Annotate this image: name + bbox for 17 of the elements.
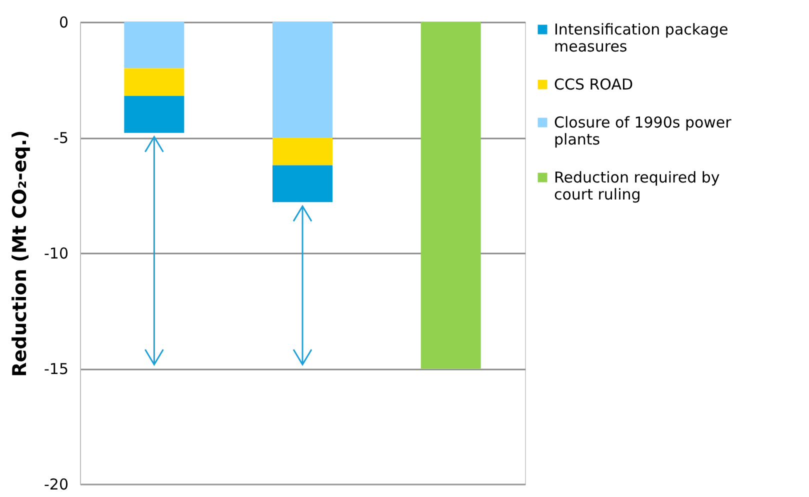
legend-label: CCS ROAD [554,76,634,94]
bar [272,22,332,138]
y-axis-title: Reduction (Mt CO₂-eq.) [9,130,31,377]
y-tick-label: -10 [44,244,68,262]
legend-label: Closure of 1990s power plants [554,114,732,148]
y-tick-label: -5 [54,129,68,147]
y-tick-label: -20 [44,476,68,494]
y-tick-label: -15 [44,360,68,378]
bar [124,96,184,133]
bar [124,68,184,96]
bar [420,22,481,368]
legend-label: Reduction required by court ruling [554,168,720,204]
y-tick-label: 0 [58,14,68,32]
legend-label: Intensification package measures [554,20,728,56]
bar [272,165,332,202]
bar [272,138,332,166]
bar [124,22,184,68]
